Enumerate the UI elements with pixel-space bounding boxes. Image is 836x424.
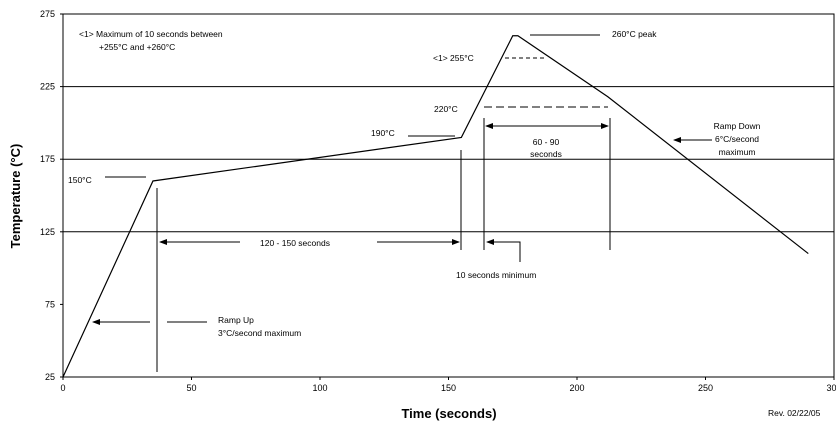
x-tick-label-300: 300 (826, 383, 836, 393)
revision-note: Rev. 02/22/05 (768, 408, 821, 418)
annotation-lines (92, 34, 712, 372)
y-tick-label-175: 175 (40, 154, 55, 164)
label-60-90-b: seconds (530, 149, 562, 159)
y-tick-label-275: 275 (40, 9, 55, 19)
label-ramp-down-1: Ramp Down (714, 121, 761, 131)
y-axis-ticks: 25 75 125 175 225 275 (40, 9, 63, 382)
x-axis-title: Time (seconds) (401, 406, 496, 421)
label-peak: 260°C peak (612, 29, 657, 39)
label-120-150: 120 - 150 seconds (260, 238, 330, 248)
x-tick-label-150: 150 (441, 383, 456, 393)
x-tick-label-50: 50 (186, 383, 196, 393)
gridlines (63, 86, 834, 233)
label-ramp-down-2: 6°C/second (715, 134, 759, 144)
x-tick-label-200: 200 (569, 383, 584, 393)
series-group (62, 35, 809, 378)
y-tick-label-225: 225 (40, 82, 55, 92)
temperature-profile-line (62, 35, 809, 378)
label-190: 190°C (371, 128, 395, 138)
label-ramp-down-3: maximum (719, 147, 756, 157)
x-tick-label-100: 100 (312, 383, 327, 393)
label-220: 220°C (434, 104, 458, 114)
x-tick-label-0: 0 (60, 383, 65, 393)
label-ramp-up-1: Ramp Up (218, 315, 254, 325)
y-tick-label-125: 125 (40, 227, 55, 237)
label-150: 150°C (68, 175, 92, 185)
note-line-2: +255°C and +260°C (99, 42, 175, 52)
label-60-90-a: 60 - 90 (533, 137, 560, 147)
y-tick-label-25: 25 (45, 372, 55, 382)
label-ramp-up-2: 3°C/second maximum (218, 328, 301, 338)
plot-frame (62, 13, 835, 378)
note-line-1: <1> Maximum of 10 seconds between (79, 29, 223, 39)
x-tick-label-250: 250 (698, 383, 713, 393)
leader-10s-min (512, 241, 521, 262)
x-axis-ticks: 0 50 100 150 200 250 300 (60, 377, 836, 393)
label-255: <1> 255°C (433, 53, 474, 63)
y-tick-label-75: 75 (45, 299, 55, 309)
label-10-seconds-minimum: 10 seconds minimum (456, 270, 536, 280)
y-axis-title: Temperature (°C) (8, 144, 23, 249)
